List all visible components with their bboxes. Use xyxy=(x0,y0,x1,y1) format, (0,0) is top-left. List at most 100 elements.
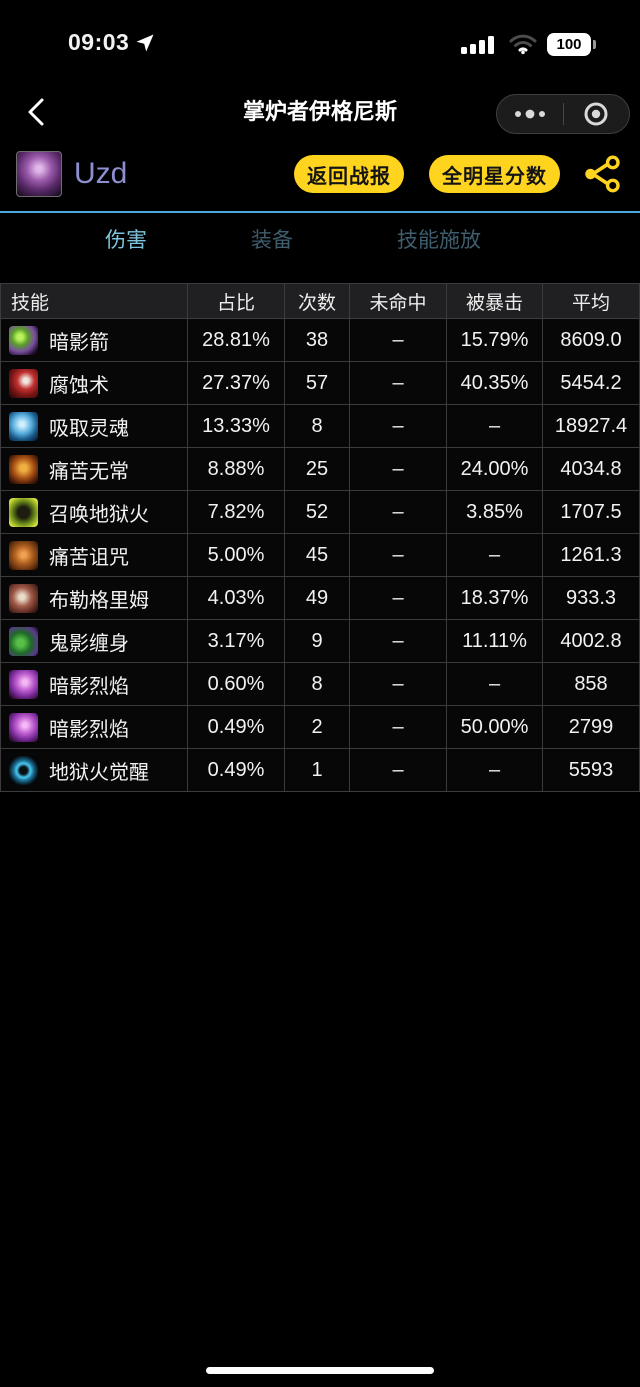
back-to-report-button[interactable]: 返回战报 xyxy=(294,155,404,193)
table-row[interactable]: 痛苦诅咒 5.00% 45– –1261.3 xyxy=(1,534,639,576)
miss-cell: – xyxy=(350,319,446,361)
crit-cell: – xyxy=(447,405,542,447)
back-button[interactable] xyxy=(18,94,54,130)
skill-cell: 腐蚀术 xyxy=(1,362,187,404)
tab-equipment[interactable]: 装备 xyxy=(251,229,293,252)
column-header: 次数 xyxy=(285,284,349,318)
status-right: 100 xyxy=(461,33,596,56)
skill-name: 布勒格里姆 xyxy=(49,589,149,612)
more-options-button[interactable] xyxy=(497,95,563,133)
crit-cell: 50.00% xyxy=(447,706,542,748)
percent-cell: 27.37% xyxy=(188,362,284,404)
count-cell: 2 xyxy=(285,706,349,748)
count-cell: 38 xyxy=(285,319,349,361)
average-cell: 5454.2 xyxy=(543,362,639,404)
crit-cell: 40.35% xyxy=(447,362,542,404)
player-name: Uzd xyxy=(74,157,128,190)
crit-cell: – xyxy=(447,749,542,791)
crit-cell: 24.00% xyxy=(447,448,542,490)
shadowflame-icon xyxy=(9,669,38,699)
count-cell: 57 xyxy=(285,362,349,404)
skill-cell: 暗影烈焰 xyxy=(1,706,187,748)
miss-cell: – xyxy=(350,405,446,447)
skill-name: 腐蚀术 xyxy=(49,374,109,397)
skill-cell: 召唤地狱火 xyxy=(1,491,187,533)
record-circle-icon xyxy=(584,102,608,126)
player-row: Uzd 返回战报 全明星分数 xyxy=(0,144,640,204)
average-cell: 5593 xyxy=(543,749,639,791)
nav-bar: 掌炉者伊格尼斯 xyxy=(0,62,640,142)
table-row[interactable]: 暗影箭 28.81% 38–15.79% 8609.0 xyxy=(1,319,639,361)
location-arrow-icon xyxy=(136,34,154,51)
average-cell: 4002.8 xyxy=(543,620,639,662)
tab-bar: 伤害 装备 技能施放 xyxy=(0,213,640,265)
skill-name: 暗影烈焰 xyxy=(49,675,129,698)
percent-cell: 5.00% xyxy=(188,534,284,576)
percent-cell: 4.03% xyxy=(188,577,284,619)
average-cell: 1261.3 xyxy=(543,534,639,576)
count-cell: 49 xyxy=(285,577,349,619)
crit-cell: 15.79% xyxy=(447,319,542,361)
drain-soul-icon xyxy=(9,411,38,441)
infernal-awakening-icon xyxy=(9,755,38,785)
status-bar: 09:03 100 xyxy=(0,0,640,62)
table-row[interactable]: 布勒格里姆 4.03% 49–18.37% 933.3 xyxy=(1,577,639,619)
table-row[interactable]: 召唤地狱火 7.82% 52–3.85% 1707.5 xyxy=(1,491,639,533)
count-cell: 52 xyxy=(285,491,349,533)
table-row[interactable]: 痛苦无常 8.88% 25–24.00% 4034.8 xyxy=(1,448,639,490)
skill-cell: 暗影烈焰 xyxy=(1,663,187,705)
skill-cell: 鬼影缠身 xyxy=(1,620,187,662)
capsule-divider xyxy=(562,103,564,125)
percent-cell: 0.60% xyxy=(188,663,284,705)
miss-cell: – xyxy=(350,706,446,748)
inferno-icon xyxy=(9,497,38,527)
crit-cell: 11.11% xyxy=(447,620,542,662)
percent-cell: 8.88% xyxy=(188,448,284,490)
skill-name: 暗影箭 xyxy=(49,331,109,354)
table-row[interactable]: 腐蚀术 27.37% 57–40.35% 5454.2 xyxy=(1,362,639,404)
crit-cell: – xyxy=(447,663,542,705)
count-cell: 45 xyxy=(285,534,349,576)
battery-indicator: 100 xyxy=(547,33,596,56)
table-row[interactable]: 暗影烈焰 0.49% 2–50.00% 2799 xyxy=(1,706,639,748)
skill-name: 鬼影缠身 xyxy=(49,632,129,655)
clock: 09:03 xyxy=(68,29,130,55)
bruelgrimm-icon xyxy=(9,583,38,613)
table-row[interactable]: 鬼影缠身 3.17% 9–11.11% 4002.8 xyxy=(1,620,639,662)
exit-miniprogram-button[interactable] xyxy=(564,95,630,133)
battery-nub xyxy=(593,40,596,49)
player-avatar xyxy=(16,151,62,197)
page-title: 掌炉者伊格尼斯 xyxy=(242,99,397,124)
average-cell: 2799 xyxy=(543,706,639,748)
home-indicator[interactable] xyxy=(206,1367,434,1374)
average-cell: 933.3 xyxy=(543,577,639,619)
tab-damage[interactable]: 伤害 xyxy=(105,229,147,252)
skill-cell: 吸取灵魂 xyxy=(1,405,187,447)
average-cell: 858 xyxy=(543,663,639,705)
battery-percent: 100 xyxy=(556,36,582,53)
table-row[interactable]: 地狱火觉醒 0.49% 1– –5593 xyxy=(1,749,639,791)
percent-cell: 3.17% xyxy=(188,620,284,662)
share-button[interactable] xyxy=(582,154,622,194)
miss-cell: – xyxy=(350,620,446,662)
tab-casts[interactable]: 技能施放 xyxy=(397,229,481,252)
table-row[interactable]: 吸取灵魂 13.33% 8– –18927.4 xyxy=(1,405,639,447)
table-row[interactable]: 暗影烈焰 0.60% 8– –858 xyxy=(1,663,639,705)
percent-cell: 0.49% xyxy=(188,749,284,791)
skill-name: 痛苦诅咒 xyxy=(49,546,129,569)
skill-cell: 布勒格里姆 xyxy=(1,577,187,619)
skill-name: 暗影烈焰 xyxy=(49,718,129,741)
percent-cell: 13.33% xyxy=(188,405,284,447)
column-header: 平均 xyxy=(543,284,639,318)
count-cell: 8 xyxy=(285,405,349,447)
skill-cell: 暗影箭 xyxy=(1,319,187,361)
wifi-icon xyxy=(509,34,537,55)
allstar-score-button[interactable]: 全明星分数 xyxy=(429,155,560,193)
count-cell: 1 xyxy=(285,749,349,791)
skill-cell: 地狱火觉醒 xyxy=(1,749,187,791)
crit-cell: 3.85% xyxy=(447,491,542,533)
skill-cell: 痛苦无常 xyxy=(1,448,187,490)
miniprogram-capsule xyxy=(496,94,630,134)
miss-cell: – xyxy=(350,534,446,576)
column-header: 被暴击 xyxy=(447,284,542,318)
